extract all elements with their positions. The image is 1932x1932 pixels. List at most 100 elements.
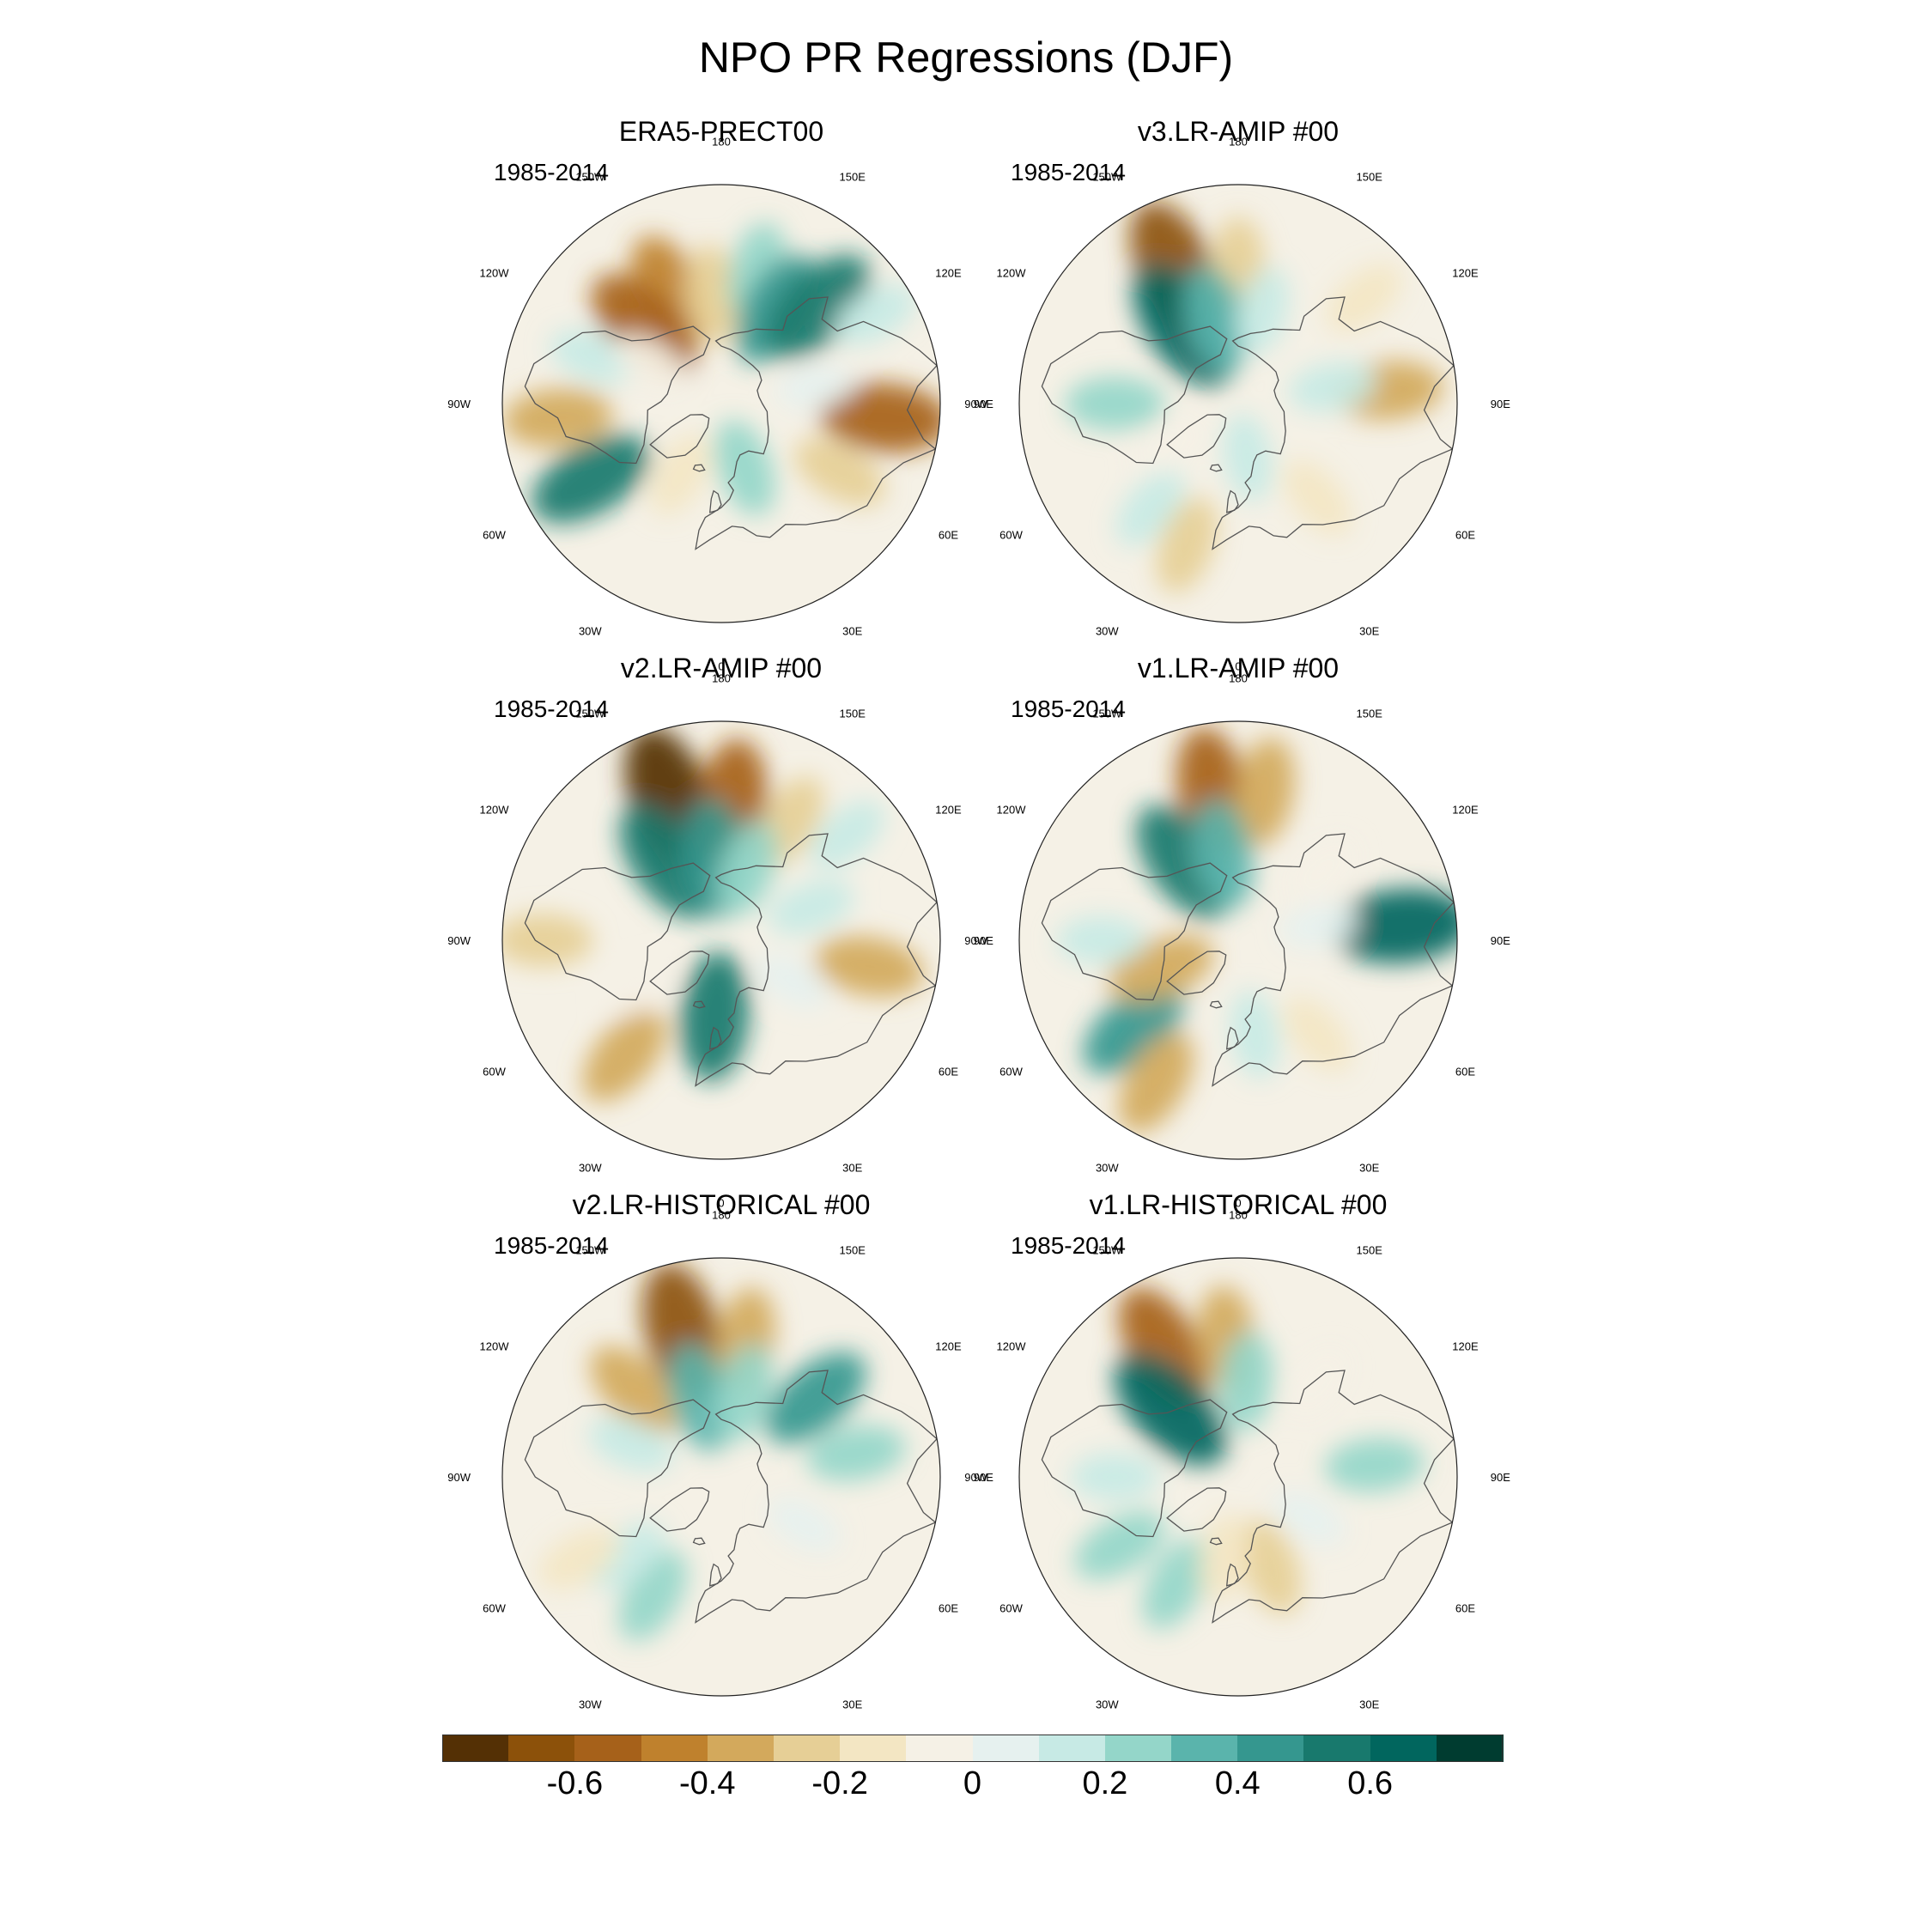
anomaly-contour — [1065, 377, 1165, 430]
longitude-label: 150W — [1092, 708, 1122, 720]
map-border — [1018, 720, 1458, 1160]
longitude-label: 150E — [1357, 171, 1383, 184]
longitude-label: 150E — [1357, 1244, 1383, 1257]
coastline — [649, 1487, 710, 1532]
coastline — [1041, 1399, 1228, 1538]
longitude-label: 120E — [1452, 266, 1479, 279]
anomaly-contour — [776, 364, 855, 410]
longitude-label: 0 — [1235, 1196, 1241, 1209]
colorbar-swatch — [1370, 1735, 1437, 1762]
anomaly-contour — [815, 936, 924, 997]
coastline — [524, 325, 711, 465]
anomaly-contour — [1219, 1332, 1274, 1431]
map-border — [1018, 1257, 1458, 1697]
anomaly-contour — [806, 1425, 906, 1481]
coastline — [695, 1370, 939, 1624]
longitude-label: 30E — [1359, 1161, 1379, 1174]
longitude-label: 120E — [935, 803, 962, 816]
anomaly-contour — [684, 245, 739, 344]
colorbar-swatch — [707, 1735, 775, 1762]
map-panel-3: 180 150E 120E 90E 60E 30E 0 30W 60W 90W 120W 150W v2… — [447, 653, 993, 1210]
anomaly-contour — [618, 1550, 687, 1641]
longitude-label: 120W — [480, 1340, 510, 1352]
panel-title: v1.LR-AMIP #00 — [1137, 653, 1340, 683]
longitude-label: 30E — [1359, 624, 1379, 637]
coastline — [692, 1537, 706, 1546]
longitude-label: 60E — [939, 1602, 958, 1615]
longitude-label: 60E — [1455, 529, 1475, 542]
anomaly-contour — [714, 420, 775, 516]
longitude-label: 180 — [712, 1209, 731, 1222]
map-panel-1: 180 150E 120E 90E 60E 30E 0 30W 60W 90W 120W 150W ER… — [447, 116, 993, 672]
colorbar-tick-label: -0.4 — [679, 1765, 736, 1801]
anomaly-contour — [809, 800, 885, 869]
anomaly-contour — [1223, 413, 1273, 502]
map-border — [1018, 184, 1458, 623]
longitude-label: 30E — [842, 1161, 862, 1174]
longitude-label: 30W — [1096, 624, 1119, 637]
longitude-label: 60W — [483, 1066, 506, 1078]
longitude-label: 30W — [1096, 1698, 1119, 1710]
colorbar-swatch — [840, 1735, 907, 1762]
anomaly-contour — [1240, 1519, 1302, 1615]
colorbar-tick-label: -0.2 — [811, 1765, 868, 1801]
coastline — [1166, 1487, 1227, 1532]
anomaly-contour — [768, 1498, 841, 1552]
longitude-label: 180 — [712, 136, 731, 149]
map-border — [501, 184, 941, 623]
map-panel-4: 180 150E 120E 90E 60E 30E 0 30W 60W 90W 120W 150W v1… — [964, 653, 1510, 1209]
panel-period: 1985-2014 — [1011, 1232, 1126, 1259]
panel-period: 1985-2014 — [494, 159, 609, 185]
coastline — [524, 1399, 711, 1538]
anomaly-contour — [1324, 1437, 1425, 1492]
anomaly-contour — [550, 329, 636, 385]
panel-title: ERA5-PRECT00 — [618, 116, 824, 147]
colorbar-tick-label: -0.6 — [546, 1765, 604, 1801]
longitude-label: 120W — [480, 803, 510, 816]
longitude-label: 30E — [842, 624, 862, 637]
longitude-label: 90E — [974, 1471, 993, 1484]
longitude-label: 60W — [999, 1066, 1023, 1078]
colorbar-swatch — [508, 1735, 575, 1762]
anomaly-contour — [532, 434, 650, 524]
anomaly-contour — [1279, 903, 1358, 949]
colorbar-swatch — [972, 1735, 1040, 1762]
anomaly-contour — [1193, 799, 1254, 908]
longitude-label: 30E — [842, 1698, 862, 1710]
anomaly-contour — [538, 1528, 620, 1590]
longitude-label: 60E — [1455, 1066, 1475, 1078]
anomaly-contour — [1115, 471, 1185, 546]
coastline — [708, 489, 722, 513]
coastline — [708, 1563, 722, 1587]
coastline — [692, 1000, 706, 1009]
longitude-label: 60W — [483, 529, 506, 542]
anomaly-contour — [1234, 738, 1295, 847]
anomaly-contour — [1273, 1491, 1346, 1546]
longitude-label: 150W — [575, 1244, 605, 1257]
longitude-label: 150E — [840, 171, 866, 184]
anomaly-contour — [1183, 265, 1248, 373]
longitude-label: 60E — [1455, 1602, 1475, 1615]
coastline — [1041, 325, 1228, 465]
panel-title: v1.LR-HISTORICAL #00 — [1089, 1189, 1388, 1220]
map-panel-6: 180 150E 120E 90E 60E 30E 0 30W 60W 90W 120W 150W v1… — [964, 1189, 1510, 1747]
anomaly-contour — [590, 1346, 678, 1434]
coastline — [1225, 1563, 1239, 1587]
longitude-label: 120W — [997, 266, 1027, 279]
colorbar-swatch — [906, 1735, 973, 1762]
longitude-label: 150E — [1357, 708, 1383, 720]
anomaly-contour — [1236, 267, 1290, 355]
figure-title: NPO PR Regressions (DJF) — [698, 33, 1234, 82]
longitude-label: 90W — [447, 398, 471, 410]
panel-period: 1985-2014 — [494, 696, 609, 722]
coastline — [649, 414, 710, 459]
longitude-label: 180 — [1229, 1209, 1248, 1222]
colorbar — [442, 1735, 1504, 1762]
anomaly-contour — [819, 383, 940, 453]
coastline — [1212, 296, 1455, 550]
anomaly-contour — [1118, 1032, 1194, 1133]
coastline — [524, 862, 711, 1001]
